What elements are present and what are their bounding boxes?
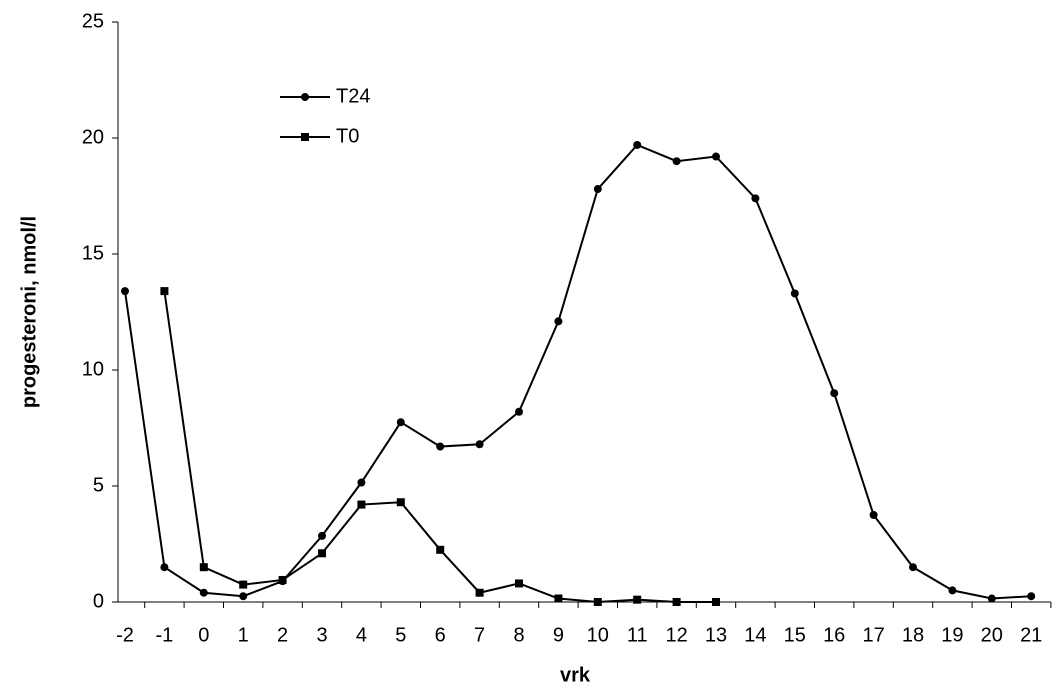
marker	[712, 152, 720, 161]
marker	[672, 598, 681, 606]
marker	[239, 592, 248, 601]
marker	[475, 588, 484, 597]
marker	[869, 511, 878, 519]
marker	[357, 500, 366, 509]
x-tick-label: 9	[553, 624, 564, 646]
marker	[318, 549, 326, 558]
marker	[515, 579, 523, 588]
y-tick-label: 0	[93, 590, 104, 612]
marker	[301, 133, 309, 141]
x-tick-label: 4	[356, 624, 367, 646]
marker	[593, 185, 602, 194]
marker	[712, 598, 720, 606]
marker	[199, 588, 208, 597]
marker	[121, 287, 129, 296]
marker	[790, 289, 799, 298]
y-axis-title: progesteroni, nmol/l	[18, 216, 40, 408]
marker	[160, 563, 169, 572]
x-tick-label: 13	[705, 624, 727, 646]
x-tick-label: 7	[474, 624, 485, 646]
marker	[475, 440, 484, 449]
x-tick-label: 2	[277, 624, 288, 646]
x-tick-label: 19	[941, 624, 963, 646]
y-tick-label: 10	[82, 358, 104, 380]
marker	[909, 563, 917, 572]
marker	[554, 317, 563, 326]
x-tick-label: -1	[156, 624, 174, 646]
marker	[633, 140, 642, 149]
marker	[948, 586, 957, 595]
marker	[396, 498, 405, 507]
x-tick-label: 5	[395, 624, 406, 646]
x-axis-title: vrk	[560, 664, 591, 686]
x-tick-label: 12	[665, 624, 687, 646]
x-tick-label: 11	[627, 624, 648, 646]
marker	[436, 442, 445, 451]
marker	[830, 389, 839, 398]
marker	[672, 157, 681, 166]
x-tick-label: 3	[316, 624, 327, 646]
x-tick-label: 10	[587, 624, 609, 646]
legend-label: T0	[336, 125, 359, 147]
x-tick-label: 14	[744, 624, 766, 646]
series-line	[124, 143, 1032, 600]
x-tick-label: 1	[238, 624, 249, 646]
y-tick-label: 5	[93, 474, 104, 496]
marker	[318, 531, 326, 540]
marker	[1027, 592, 1036, 601]
marker	[436, 545, 445, 554]
marker	[278, 575, 287, 584]
marker	[987, 594, 996, 603]
marker	[199, 563, 208, 572]
marker	[593, 598, 602, 606]
x-tick-label: 8	[513, 624, 524, 646]
x-tick-label: 17	[862, 624, 884, 646]
x-tick-label: 16	[823, 624, 845, 646]
x-tick-label: -2	[116, 624, 134, 646]
x-tick-label: 18	[902, 624, 924, 646]
y-tick-label: 15	[82, 242, 104, 264]
x-tick-label: 15	[784, 624, 806, 646]
x-tick-label: 6	[435, 624, 446, 646]
marker	[751, 194, 760, 203]
y-tick-label: 25	[82, 10, 104, 32]
marker	[396, 418, 405, 427]
marker	[160, 287, 169, 296]
marker	[633, 595, 642, 604]
legend-label: T24	[336, 85, 370, 107]
marker	[239, 580, 248, 589]
marker	[357, 478, 366, 487]
marker	[301, 93, 309, 101]
x-tick-label: 0	[198, 624, 209, 646]
y-tick-label: 20	[82, 126, 104, 148]
marker	[515, 407, 523, 416]
marker	[554, 594, 563, 603]
x-tick-label: 20	[981, 624, 1003, 646]
x-tick-label: 21	[1020, 624, 1042, 646]
